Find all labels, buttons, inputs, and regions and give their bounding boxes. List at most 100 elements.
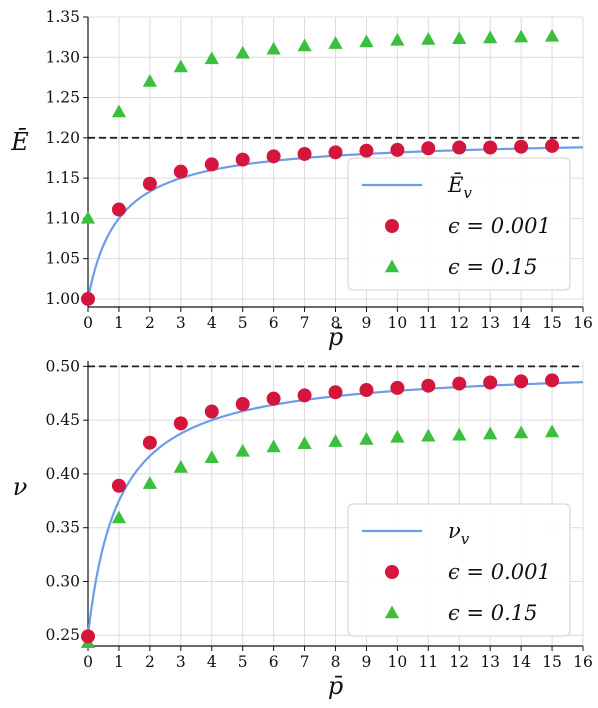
y-tick-label: 1.30 xyxy=(45,48,80,66)
data-point-circle xyxy=(421,378,436,393)
data-point-circle xyxy=(514,139,529,154)
data-point-circle xyxy=(452,376,467,391)
data-point-circle xyxy=(204,404,219,419)
data-point-circle xyxy=(297,388,312,403)
data-point-triangle xyxy=(266,439,281,453)
y-tick-label: 0.45 xyxy=(45,411,80,429)
data-point-triangle xyxy=(483,426,498,440)
x-tick-label: 15 xyxy=(542,653,562,671)
data-point-circle xyxy=(545,138,560,153)
legend-curve-label: Ēv xyxy=(447,173,472,202)
y-tick-label: 1.20 xyxy=(45,129,80,147)
data-point-circle xyxy=(266,149,281,164)
legend-curve-subscript: v xyxy=(461,530,470,548)
x-tick-label: 14 xyxy=(511,314,531,332)
data-point-triangle xyxy=(111,104,127,118)
x-tick-label: 7 xyxy=(300,314,310,332)
data-point-triangle xyxy=(514,425,529,439)
data-point-triangle xyxy=(390,32,405,46)
data-point-triangle xyxy=(452,427,467,441)
x-tick-label: 2 xyxy=(145,653,155,671)
data-point-circle xyxy=(142,435,157,450)
data-point-circle xyxy=(297,146,312,161)
legend-series-label: ϵ = 0.001 xyxy=(448,560,551,584)
series-triangles xyxy=(80,28,560,224)
y-tick-label: 0.25 xyxy=(45,626,80,644)
x-tick-label: 10 xyxy=(388,653,408,671)
data-point-triangle xyxy=(544,424,560,438)
data-point-triangle xyxy=(359,432,374,445)
data-point-triangle xyxy=(421,428,436,442)
y-tick-label: 1.00 xyxy=(45,290,80,308)
data-point-circle xyxy=(204,157,219,172)
data-point-triangle xyxy=(80,210,96,224)
x-tick-label: 1 xyxy=(114,314,124,332)
x-tick-label: 12 xyxy=(449,653,469,671)
y-tick-label: 1.05 xyxy=(45,250,80,268)
legend-curve-name: Ē xyxy=(447,173,463,197)
x-tick-label: 13 xyxy=(480,314,500,332)
x-tick-label: 4 xyxy=(207,314,217,332)
data-point-circle xyxy=(514,374,529,389)
x-tick-label: 0 xyxy=(83,314,93,332)
data-point-triangle xyxy=(328,434,343,447)
x-tick-label: 8 xyxy=(331,314,341,332)
data-point-circle xyxy=(359,143,374,158)
y-tick-label: 1.25 xyxy=(45,89,80,107)
data-point-triangle xyxy=(266,41,281,55)
data-point-circle xyxy=(173,164,188,179)
legend-circle-swatch xyxy=(385,219,399,233)
x-tick-label: 13 xyxy=(480,653,500,671)
data-point-triangle xyxy=(483,30,498,44)
legend-curve-label: νv xyxy=(448,519,470,548)
data-point-triangle xyxy=(142,476,157,489)
data-point-triangle xyxy=(390,429,405,443)
data-point-circle xyxy=(81,291,95,306)
data-point-triangle xyxy=(235,443,250,457)
legend-curve-name: ν xyxy=(448,519,461,543)
legend: νv ϵ = 0.001 ϵ = 0.15 xyxy=(347,503,571,637)
data-point-triangle xyxy=(111,510,127,524)
data-point-triangle xyxy=(173,459,188,473)
x-tick-label: 15 xyxy=(542,314,562,332)
x-tick-label: 0 xyxy=(83,653,93,671)
series-circles xyxy=(81,373,560,644)
x-axis-label: p̄ xyxy=(328,672,343,700)
legend-series-label: ϵ = 0.001 xyxy=(448,214,551,238)
x-tick-label: 8 xyxy=(331,653,341,671)
data-point-circle xyxy=(545,373,560,388)
data-point-triangle xyxy=(142,73,157,87)
data-point-circle xyxy=(483,140,498,155)
data-point-triangle xyxy=(297,38,312,52)
x-tick-label: 1 xyxy=(114,653,124,671)
data-point-circle xyxy=(235,152,250,167)
x-tick-label: 2 xyxy=(145,314,155,332)
legend: Ēv ϵ = 0.001 ϵ = 0.15 xyxy=(347,157,571,291)
data-point-triangle xyxy=(514,29,529,43)
data-point-circle xyxy=(328,145,343,160)
data-point-triangle xyxy=(452,31,467,44)
legend-box xyxy=(347,157,571,291)
data-point-circle xyxy=(111,478,126,493)
data-point-triangle xyxy=(235,45,250,59)
data-point-circle xyxy=(142,176,157,191)
top-panel-energy: 0 1 2 3 4 5 6 7 8 9 10 11 12 13 14 15 161.001.051.101.15… xyxy=(10,8,593,351)
x-tick-label: 16 xyxy=(573,314,593,332)
series-triangles xyxy=(80,424,560,649)
y-tick-label: 0.50 xyxy=(45,357,80,375)
data-point-circle xyxy=(81,629,95,644)
data-point-triangle xyxy=(297,436,312,450)
x-axis-label: p̄ xyxy=(328,323,343,351)
legend-curve-subscript: v xyxy=(463,184,472,202)
y-tick-label: 0.30 xyxy=(45,572,80,590)
y-tick-label: 1.35 xyxy=(45,8,80,26)
x-tick-label: 4 xyxy=(207,653,217,671)
data-point-triangle xyxy=(204,51,219,65)
data-point-circle xyxy=(235,397,250,412)
data-point-circle xyxy=(266,391,281,406)
x-tick-label: 9 xyxy=(362,314,372,332)
data-point-circle xyxy=(421,141,436,156)
y-tick-label: 1.15 xyxy=(45,169,80,187)
legend-series-label: ϵ = 0.15 xyxy=(448,601,537,625)
